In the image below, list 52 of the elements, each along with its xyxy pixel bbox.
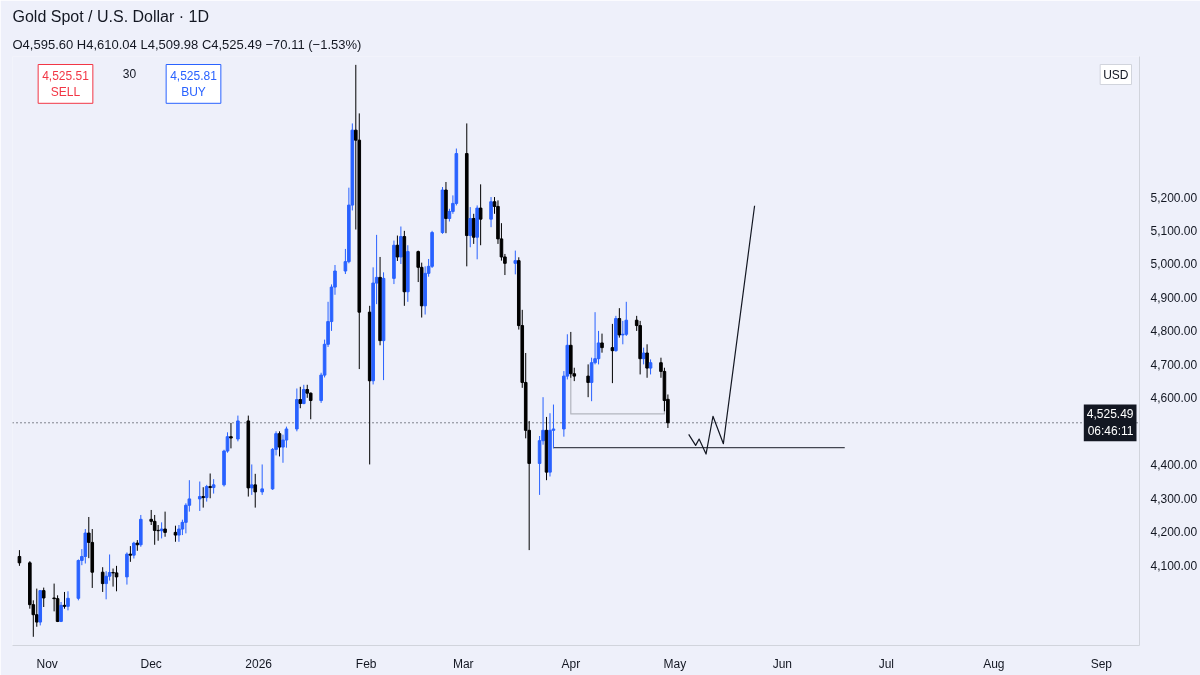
candlestick xyxy=(621,320,625,345)
y-tick-label: 4,300.00 xyxy=(1150,491,1198,506)
candlestick xyxy=(260,463,264,496)
candlestick xyxy=(229,422,233,449)
chart-subtitle: O4,595.60 H4,610.04 L4,509.98 C4,525.49 −70.11 (−1.53%) xyxy=(12,36,362,52)
x-tick-label: Aug xyxy=(983,656,1005,671)
x-tick-label: Apr xyxy=(561,656,581,671)
candlestick xyxy=(125,551,129,586)
candlestick xyxy=(610,323,615,384)
y-tick-label: 4,100.00 xyxy=(1150,558,1198,573)
y-tick-label: 4,800.00 xyxy=(1150,324,1198,339)
x-tick-label: Mar xyxy=(452,656,474,671)
y-tick-label: 4,400.00 xyxy=(1150,458,1198,473)
candlestick xyxy=(253,473,258,509)
candlestick xyxy=(197,481,202,512)
candlestick xyxy=(208,472,212,499)
candlestick xyxy=(156,524,160,542)
candlestick xyxy=(152,514,157,546)
x-tick-label: Feb xyxy=(355,656,377,671)
x-tick-label: Jul xyxy=(878,656,895,671)
y-tick-label: 5,200.00 xyxy=(1150,190,1198,205)
candlestick xyxy=(600,333,604,354)
y-tick-label: 4,900.00 xyxy=(1150,290,1198,305)
annotation: 4,525.81 BUY xyxy=(170,68,218,100)
candlestick xyxy=(617,307,622,339)
candlestick xyxy=(114,565,119,592)
y-tick-label: 4,600.00 xyxy=(1150,391,1198,406)
candlestick xyxy=(41,587,46,608)
x-tick-label: Dec xyxy=(140,656,162,671)
candlestick xyxy=(236,415,240,442)
x-tick-label: Jun xyxy=(772,656,793,671)
chart-title: Gold Spot / U.S. Dollar · 1D xyxy=(12,7,210,25)
candlestick xyxy=(478,183,483,246)
candlestick xyxy=(83,528,88,565)
y-tick-label: 4,700.00 xyxy=(1150,357,1198,372)
candlestick xyxy=(111,568,115,588)
x-tick-label: May xyxy=(663,656,687,671)
y-tick-label: 5,100.00 xyxy=(1150,224,1198,239)
x-tick-label: Sep xyxy=(1090,656,1113,671)
x-tick-label: 2026 xyxy=(245,656,273,671)
annotation: 30 xyxy=(122,66,137,81)
candlestick xyxy=(395,235,400,262)
ref-line-label: 4,525.49 06:46:11 xyxy=(1086,407,1134,439)
y-tick-label: 5,000.00 xyxy=(1150,257,1198,272)
y-tick-label: 4,200.00 xyxy=(1150,525,1198,540)
candlestick xyxy=(249,463,254,496)
annotation: 4,525.51 SELL xyxy=(42,68,90,100)
candlestick xyxy=(513,250,518,275)
x-tick-label: Nov xyxy=(36,656,58,671)
candlestick xyxy=(586,363,590,398)
candlestick xyxy=(100,566,105,593)
y-axis-title: USD xyxy=(1103,67,1129,82)
